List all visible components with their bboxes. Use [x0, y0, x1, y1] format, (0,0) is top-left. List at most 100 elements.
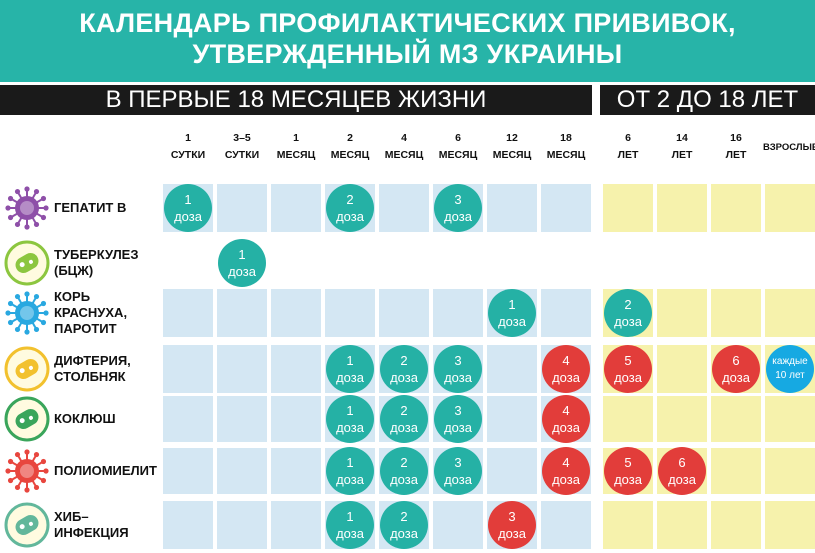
schedule-cell [541, 289, 591, 337]
schedule-cell [765, 396, 815, 442]
disease-label: ДИФТЕРИЯ, СТОЛБНЯК [54, 353, 164, 385]
disease-label: КОРЬ КРАСНУХА, ПАРОТИТ [54, 289, 164, 337]
dose-number: 3 [454, 455, 462, 470]
disease-label: ХИБ– ИНФЕКЦИЯ [54, 509, 164, 541]
column-header: ВЗРОСЛЫЕ [763, 139, 815, 156]
dose-number: 1 [346, 403, 354, 418]
section-2-to-18-years: ОТ 2 ДО 18 ЛЕТ [600, 85, 815, 115]
column-header-bottom: МЕСЯЦ [384, 149, 424, 161]
dose-text: доза [336, 526, 364, 541]
schedule-cell [765, 501, 815, 549]
dose-marker: 3 доза [434, 184, 482, 232]
column-header-bottom: ЛЕТ [671, 149, 693, 161]
disease-label-line: ДИФТЕРИЯ, [54, 353, 131, 368]
dose-marker: 1 доза [326, 395, 374, 443]
dose-number: 2 [624, 297, 632, 312]
schedule-cell [271, 184, 321, 232]
schedule-cell [487, 184, 537, 232]
polio-virus-icon [4, 448, 50, 494]
dose-marker: 2 доза [326, 184, 374, 232]
dose-number: 6 [678, 455, 686, 470]
dose-text: доза [390, 472, 418, 487]
dose-text: доза [498, 526, 526, 541]
schedule-cell [657, 501, 707, 549]
dose-marker: 3 доза [434, 345, 482, 393]
column-header-bottom: МЕСЯЦ [492, 149, 532, 161]
dose-number: 2 [400, 509, 408, 524]
schedule-cell [541, 501, 591, 549]
schedule-cell [217, 345, 267, 393]
dose-marker: 1 доза [326, 447, 374, 495]
disease-label: ТУБЕРКУЛЕЗ (БЦЖ) [54, 247, 164, 279]
dose-number: 4 [562, 455, 570, 470]
dose-number: 1 [184, 192, 192, 207]
column-header: 16 ЛЕТ [709, 130, 763, 164]
column-header: 18 МЕСЯЦ [539, 130, 593, 164]
schedule-cell [711, 289, 761, 337]
dose-text: доза [444, 370, 472, 385]
column-header-top: 1 [185, 132, 191, 144]
schedule-cell [711, 396, 761, 442]
column-header: 4 МЕСЯЦ [377, 130, 431, 164]
dose-number: 4 [562, 353, 570, 368]
column-header: 6 МЕСЯЦ [431, 130, 485, 164]
dose-text: доза [722, 370, 750, 385]
schedule-cell [271, 501, 321, 549]
dose-marker: 6 доза [712, 345, 760, 393]
disease-label-line: ТУБЕРКУЛЕЗ [54, 247, 139, 262]
disease-label: ПОЛИОМИЕЛИТ [54, 463, 164, 479]
dose-number: 1 [346, 509, 354, 524]
column-header-top: 14 [676, 132, 688, 144]
schedule-cell [325, 289, 375, 337]
dose-number: 2 [400, 353, 408, 368]
dose-marker: 4 доза [542, 345, 590, 393]
column-header: 14 ЛЕТ [655, 130, 709, 164]
page-title: КАЛЕНДАРЬ ПРОФИЛАКТИЧЕСКИХ ПРИВИВОК, УТВ… [0, 0, 815, 82]
disease-label-line: ПАРОТИТ [54, 321, 117, 336]
schedule-cell [379, 184, 429, 232]
dose-text: доза [614, 370, 642, 385]
dose-text: доза [336, 209, 364, 224]
dose-marker: 4 доза [542, 395, 590, 443]
dose-marker: 1 доза [218, 239, 266, 287]
hib-bacteria-icon [4, 502, 50, 548]
schedule-cell [163, 448, 213, 494]
dose-marker: 1 доза [164, 184, 212, 232]
column-header-bottom: СУТКИ [224, 149, 260, 161]
dose-number: 1 [346, 455, 354, 470]
title-line-1: КАЛЕНДАРЬ ПРОФИЛАКТИЧЕСКИХ ПРИВИВОК, [79, 8, 736, 38]
dose-number: 3 [508, 509, 516, 524]
dose-marker: 2 доза [380, 447, 428, 495]
dose-number: 1 [346, 353, 354, 368]
column-header-top: 1 [293, 132, 299, 144]
dose-marker: 6 доза [658, 447, 706, 495]
schedule-cell [217, 289, 267, 337]
schedule-cell [217, 396, 267, 442]
column-header-top: 12 [506, 132, 518, 144]
column-header-bottom: МЕСЯЦ [546, 149, 586, 161]
dose-marker: 1 доза [488, 289, 536, 337]
dose-text: доза [336, 420, 364, 435]
column-header-bottom: СУТКИ [170, 149, 206, 161]
dose-number: 3 [454, 353, 462, 368]
schedule-cell [657, 345, 707, 393]
hepatitis-virus-icon [4, 185, 50, 231]
schedule-cell [163, 396, 213, 442]
schedule-cell [217, 448, 267, 494]
schedule-cell [765, 448, 815, 494]
column-header: 1 СУТКИ [161, 130, 215, 164]
disease-label-line: КРАСНУХА, [54, 305, 128, 320]
schedule-cell [487, 448, 537, 494]
column-header-bottom: ЛЕТ [617, 149, 639, 161]
schedule-cell [163, 345, 213, 393]
dose-text: доза [174, 209, 202, 224]
schedule-cell [711, 501, 761, 549]
schedule-cell [657, 184, 707, 232]
dose-number: 4 [562, 403, 570, 418]
column-header-bottom: ЛЕТ [725, 149, 747, 161]
dose-marker: 3 доза [434, 447, 482, 495]
disease-label-line: ПОЛИОМИЕЛИТ [54, 463, 157, 478]
dose-text: доза [444, 472, 472, 487]
column-header-top: 4 [401, 132, 407, 144]
schedule-cell [603, 501, 653, 549]
